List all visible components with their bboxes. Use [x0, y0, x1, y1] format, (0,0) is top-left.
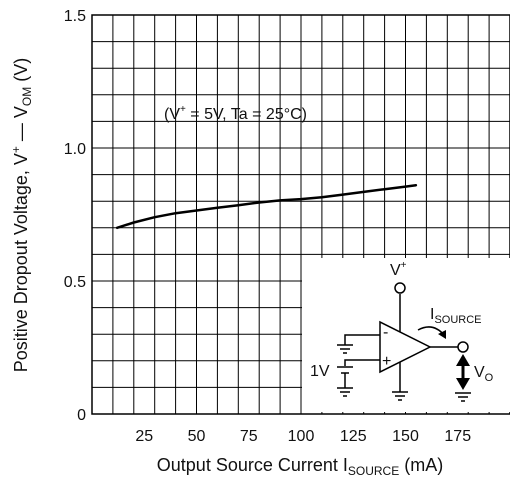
y-tick-label: 1.0: [64, 141, 86, 158]
vo-arrow-up-icon: [456, 354, 470, 366]
annotation-rest: = 5V, Ta = 25°C): [186, 106, 307, 123]
isource-main: I: [430, 306, 434, 323]
source-voltage-label: 1V: [310, 363, 330, 380]
inverting-input-wire: [344, 334, 380, 345]
vo-label: VO: [474, 364, 494, 384]
noninverting-input-wire: [344, 359, 380, 366]
ground-icon: [337, 387, 353, 397]
ground-icon: [455, 392, 471, 402]
y-axis-label: Positive Dropout Voltage, V+ — VOM (V): [9, 58, 34, 373]
vo-main: V: [474, 364, 485, 381]
output-terminal: [457, 341, 469, 353]
vo-arrow-down-icon: [456, 378, 470, 390]
current-arrowhead-icon: [438, 330, 446, 339]
y-axis-label-sup: +: [9, 146, 23, 153]
x-tick-label: 100: [288, 428, 315, 445]
y-axis-label-dash: — V: [11, 106, 31, 146]
x-tick-label: 125: [340, 428, 367, 445]
x-tick-label: 50: [188, 428, 206, 445]
y-tick-label: 1.5: [64, 8, 86, 25]
x-tick-labels: 25 50 75 100 125 150 175: [135, 428, 471, 445]
isource-label: ISOURCE: [430, 306, 482, 326]
x-tick-label: 175: [444, 428, 471, 445]
y-axis-label-main: Positive Dropout Voltage, V: [11, 153, 31, 372]
x-axis-label: Output Source Current ISOURCE (mA): [157, 455, 443, 478]
x-tick-label: 75: [240, 428, 258, 445]
ground-icon: [392, 391, 408, 401]
ground-icon: [337, 344, 353, 354]
plot-frame: [91, 14, 510, 415]
y-axis-label-unit: (V): [11, 58, 31, 87]
y-tick-labels: 0 0.5 1.0 1.5: [64, 8, 86, 424]
opamp-minus-sign: -: [383, 324, 388, 341]
condition-annotation: (V+ = 5V, Ta = 25°C): [164, 104, 307, 123]
annotation-sup: +: [180, 104, 186, 115]
battery-icon: [337, 366, 353, 388]
x-tick-label: 150: [392, 428, 419, 445]
vo-sub: O: [485, 372, 494, 384]
y-tick-label: 0.5: [64, 274, 86, 291]
x-axis-label-sub: SOURCE: [348, 464, 399, 478]
annotation-open: (V: [164, 106, 180, 123]
y-axis-label-sub: OM: [20, 87, 34, 106]
vplus-terminal: [394, 282, 406, 294]
x-axis-label-unit: (mA): [399, 455, 443, 475]
vplus-label: V+: [390, 260, 407, 279]
x-axis-label-main: Output Source Current I: [157, 455, 348, 475]
series-layer: [115, 183, 418, 230]
inset-circuit: - + V+ 1V: [302, 258, 510, 412]
series-line: [115, 183, 418, 230]
y-tick-label: 0: [77, 407, 86, 424]
x-tick-label: 25: [135, 428, 153, 445]
opamp-symbol: [379, 320, 432, 374]
vplus-main: V: [390, 262, 401, 279]
isource-sub: SOURCE: [434, 314, 481, 326]
opamp-plus-sign: +: [382, 353, 391, 370]
vplus-sup: +: [401, 260, 407, 271]
